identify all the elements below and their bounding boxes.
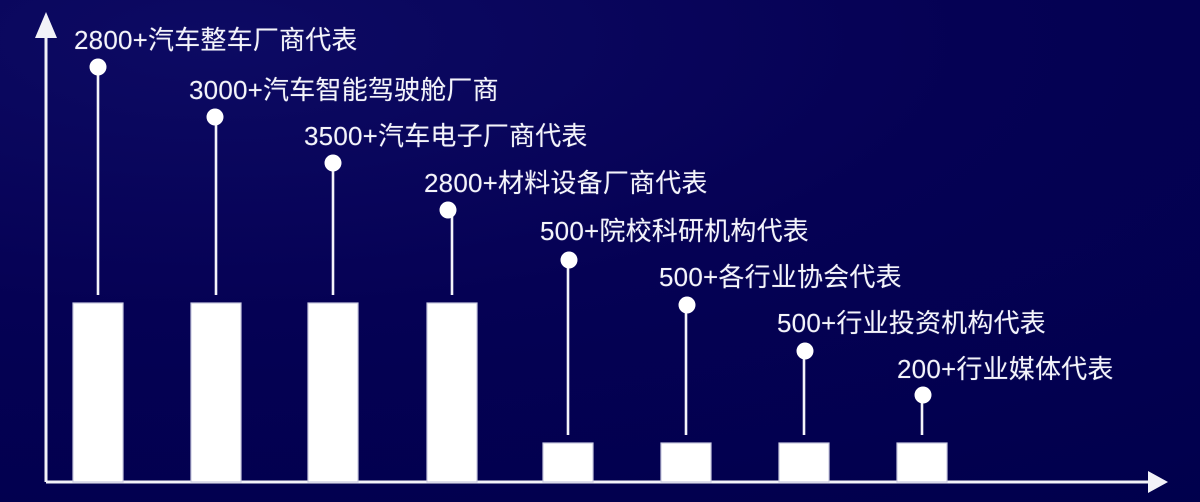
bar-annotation-label: 200+行业媒体代表 — [897, 354, 1114, 384]
bar-annotation-label: 3500+汽车电子厂商代表 — [304, 121, 588, 151]
bar-annotation-label: 500+各行业协会代表 — [659, 262, 902, 292]
bar — [778, 442, 830, 483]
bar — [542, 442, 594, 483]
bar-annotation-label: 3000+汽车智能驾驶舱厂商 — [189, 75, 499, 105]
callout-dot — [89, 58, 107, 76]
bar-annotation-label: 2800+汽车整车厂商代表 — [74, 25, 358, 55]
bar-annotation-label: 2800+材料设备厂商代表 — [424, 168, 708, 198]
callout-dot — [914, 386, 932, 404]
callout-dot — [796, 342, 814, 360]
callout-dot — [324, 154, 342, 172]
bar — [896, 442, 948, 483]
bar — [660, 442, 712, 483]
callout-dot — [439, 201, 457, 219]
y-axis-arrow — [35, 12, 57, 482]
bar — [426, 302, 478, 483]
bar-annotation-label: 500+院校科研机构代表 — [540, 216, 809, 246]
callout-dot — [206, 108, 224, 126]
callout-dot — [678, 296, 696, 314]
bar-annotation-label: 500+行业投资机构代表 — [777, 308, 1046, 338]
bar — [72, 302, 124, 483]
series-layer — [72, 58, 948, 483]
bar — [190, 302, 242, 483]
callout-dot — [560, 251, 578, 269]
bar — [307, 302, 359, 483]
